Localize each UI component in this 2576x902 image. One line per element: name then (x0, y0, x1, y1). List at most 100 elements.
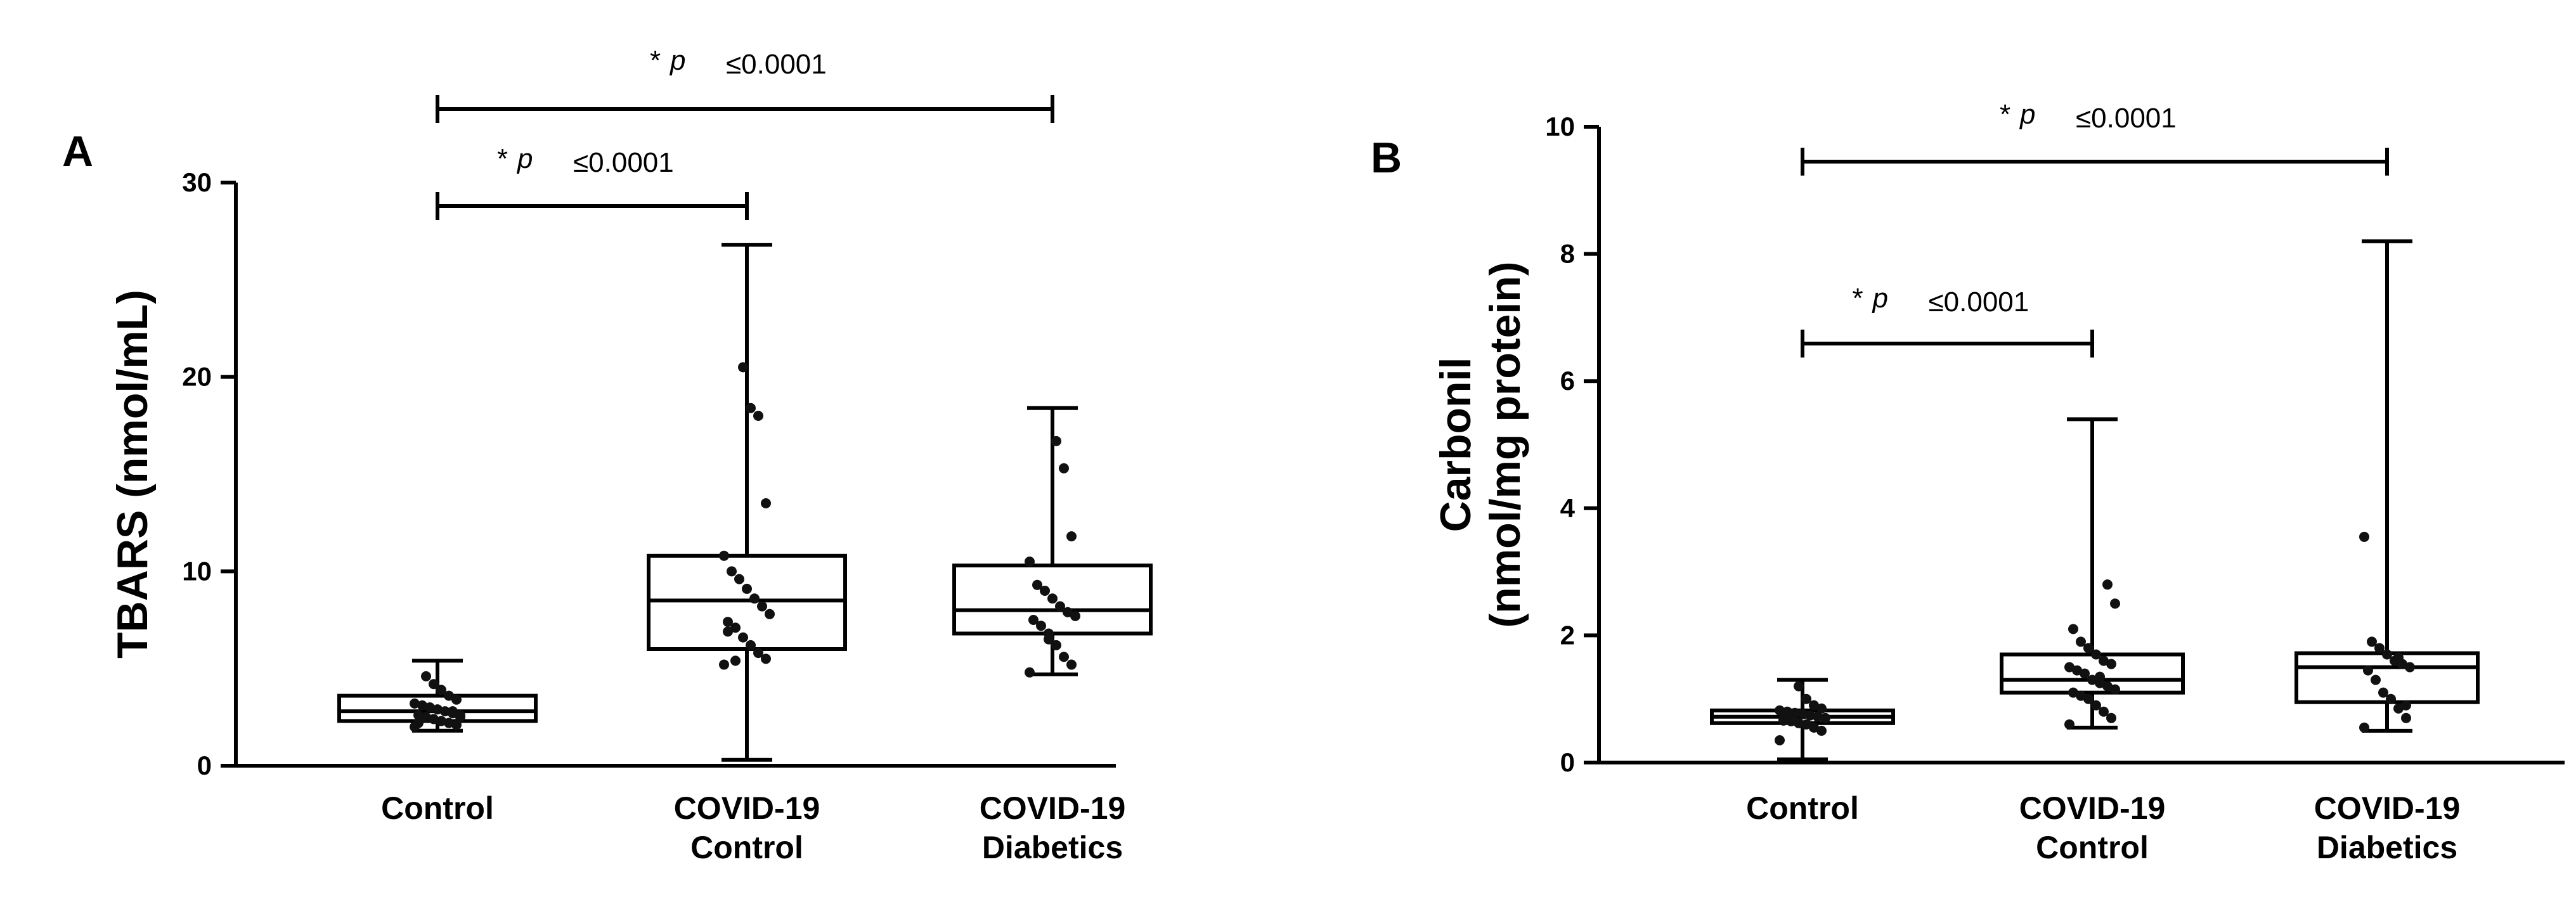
data-point (444, 690, 454, 701)
data-point (1025, 667, 1035, 678)
data-point (2401, 700, 2411, 711)
data-point (413, 710, 424, 721)
data-point (2367, 636, 2377, 647)
data-point (723, 617, 733, 628)
data-point (761, 654, 771, 664)
chart-panel-b: B 0 2 4 6 8 10 Carbonil (nmol/mg protein) Control… (1371, 99, 2565, 865)
data-point (746, 640, 756, 650)
data-point (1775, 735, 1785, 745)
data-point (2371, 674, 2381, 685)
data-point (719, 659, 729, 670)
data-point (1025, 557, 1035, 567)
data-point (2083, 693, 2094, 704)
data-point (1809, 700, 1819, 711)
data-point (1816, 725, 1827, 736)
x-tick-label: Control (690, 830, 803, 865)
data-point (1816, 703, 1827, 714)
data-point (746, 403, 756, 413)
data-point (440, 706, 450, 717)
significance-bracket-0: * p ≤0.0001 (1801, 283, 2094, 358)
data-point (1801, 719, 1811, 730)
data-point (2083, 643, 2094, 654)
data-point (2405, 662, 2415, 673)
data-point (723, 626, 733, 637)
y-tick-label: 8 (1560, 239, 1575, 269)
data-point (1794, 718, 1804, 728)
significance-value: ≤0.0001 (1929, 287, 2029, 318)
y-tick-label: 10 (182, 556, 212, 586)
data-point (2095, 671, 2105, 682)
data-point (1063, 607, 1073, 617)
data-point (451, 694, 462, 705)
data-point (730, 622, 741, 633)
box-group-2 (952, 406, 1153, 678)
y-axis-label-line2: (nmol/mg protein) (1481, 262, 1529, 628)
data-point (2068, 624, 2078, 635)
significance-p: p (516, 143, 533, 174)
y-axis-label: TBARS (nmol/mL) (108, 290, 157, 659)
data-point (1066, 531, 1077, 542)
data-point (2087, 674, 2097, 685)
significance-star: * (497, 143, 508, 174)
data-point (1051, 640, 1061, 650)
box-group-1 (647, 243, 847, 762)
y-tick-label: 0 (197, 751, 212, 780)
data-point (429, 679, 439, 690)
data-point (1059, 652, 1069, 662)
x-tick-label: Diabetics (982, 830, 1123, 865)
data-point (436, 685, 446, 695)
data-point (1778, 715, 1789, 726)
data-point (2091, 700, 2101, 711)
x-tick-label: Diabetics (2317, 830, 2457, 865)
data-point (413, 718, 424, 728)
box-iqr (647, 553, 847, 651)
significance-star: * (2000, 99, 2010, 130)
data-point (727, 566, 737, 577)
data-point (742, 583, 752, 594)
data-point (757, 601, 767, 612)
x-tick-label: Control (2036, 830, 2149, 865)
data-point (2401, 712, 2411, 723)
data-point (1059, 463, 1069, 474)
data-point (1047, 593, 1058, 604)
data-point (451, 719, 462, 730)
data-point (1786, 712, 1796, 723)
panel-label: B (1371, 134, 1402, 182)
significance-bracket-1: * p ≤0.0001 (436, 45, 1054, 123)
data-point (2072, 665, 2082, 676)
data-point (1051, 435, 1061, 446)
data-point (765, 609, 775, 619)
data-point (455, 712, 465, 723)
data-point (2378, 687, 2388, 698)
data-point (1813, 711, 1823, 722)
box-group-0 (337, 659, 538, 733)
data-point (1820, 712, 1830, 723)
data-point (2110, 598, 2120, 609)
data-point (1066, 659, 1077, 670)
data-point (1794, 681, 1804, 692)
data-point (2363, 665, 2373, 676)
data-point (448, 706, 458, 717)
y-tick-label: 20 (182, 362, 212, 392)
data-point (2076, 636, 2086, 647)
y-tick-label: 0 (1560, 747, 1575, 777)
box-iqr (2000, 652, 2185, 695)
data-point (2106, 659, 2116, 669)
box-group-1 (2000, 417, 2185, 730)
data-point (410, 698, 420, 709)
data-point (436, 716, 446, 726)
data-point (421, 671, 431, 681)
x-tick-label: COVID-19 (2314, 790, 2461, 826)
box-group-0 (1710, 678, 1895, 761)
significance-p: p (2019, 99, 2035, 130)
data-point (2106, 712, 2116, 723)
data-point (2080, 668, 2090, 679)
x-tick-label: COVID-19 (674, 790, 820, 826)
data-point (432, 704, 443, 715)
data-point (2099, 706, 2109, 717)
data-point (738, 632, 748, 643)
data-point (2102, 579, 2113, 590)
x-tick-label: COVID-19 (980, 790, 1126, 826)
data-point (2102, 681, 2113, 692)
